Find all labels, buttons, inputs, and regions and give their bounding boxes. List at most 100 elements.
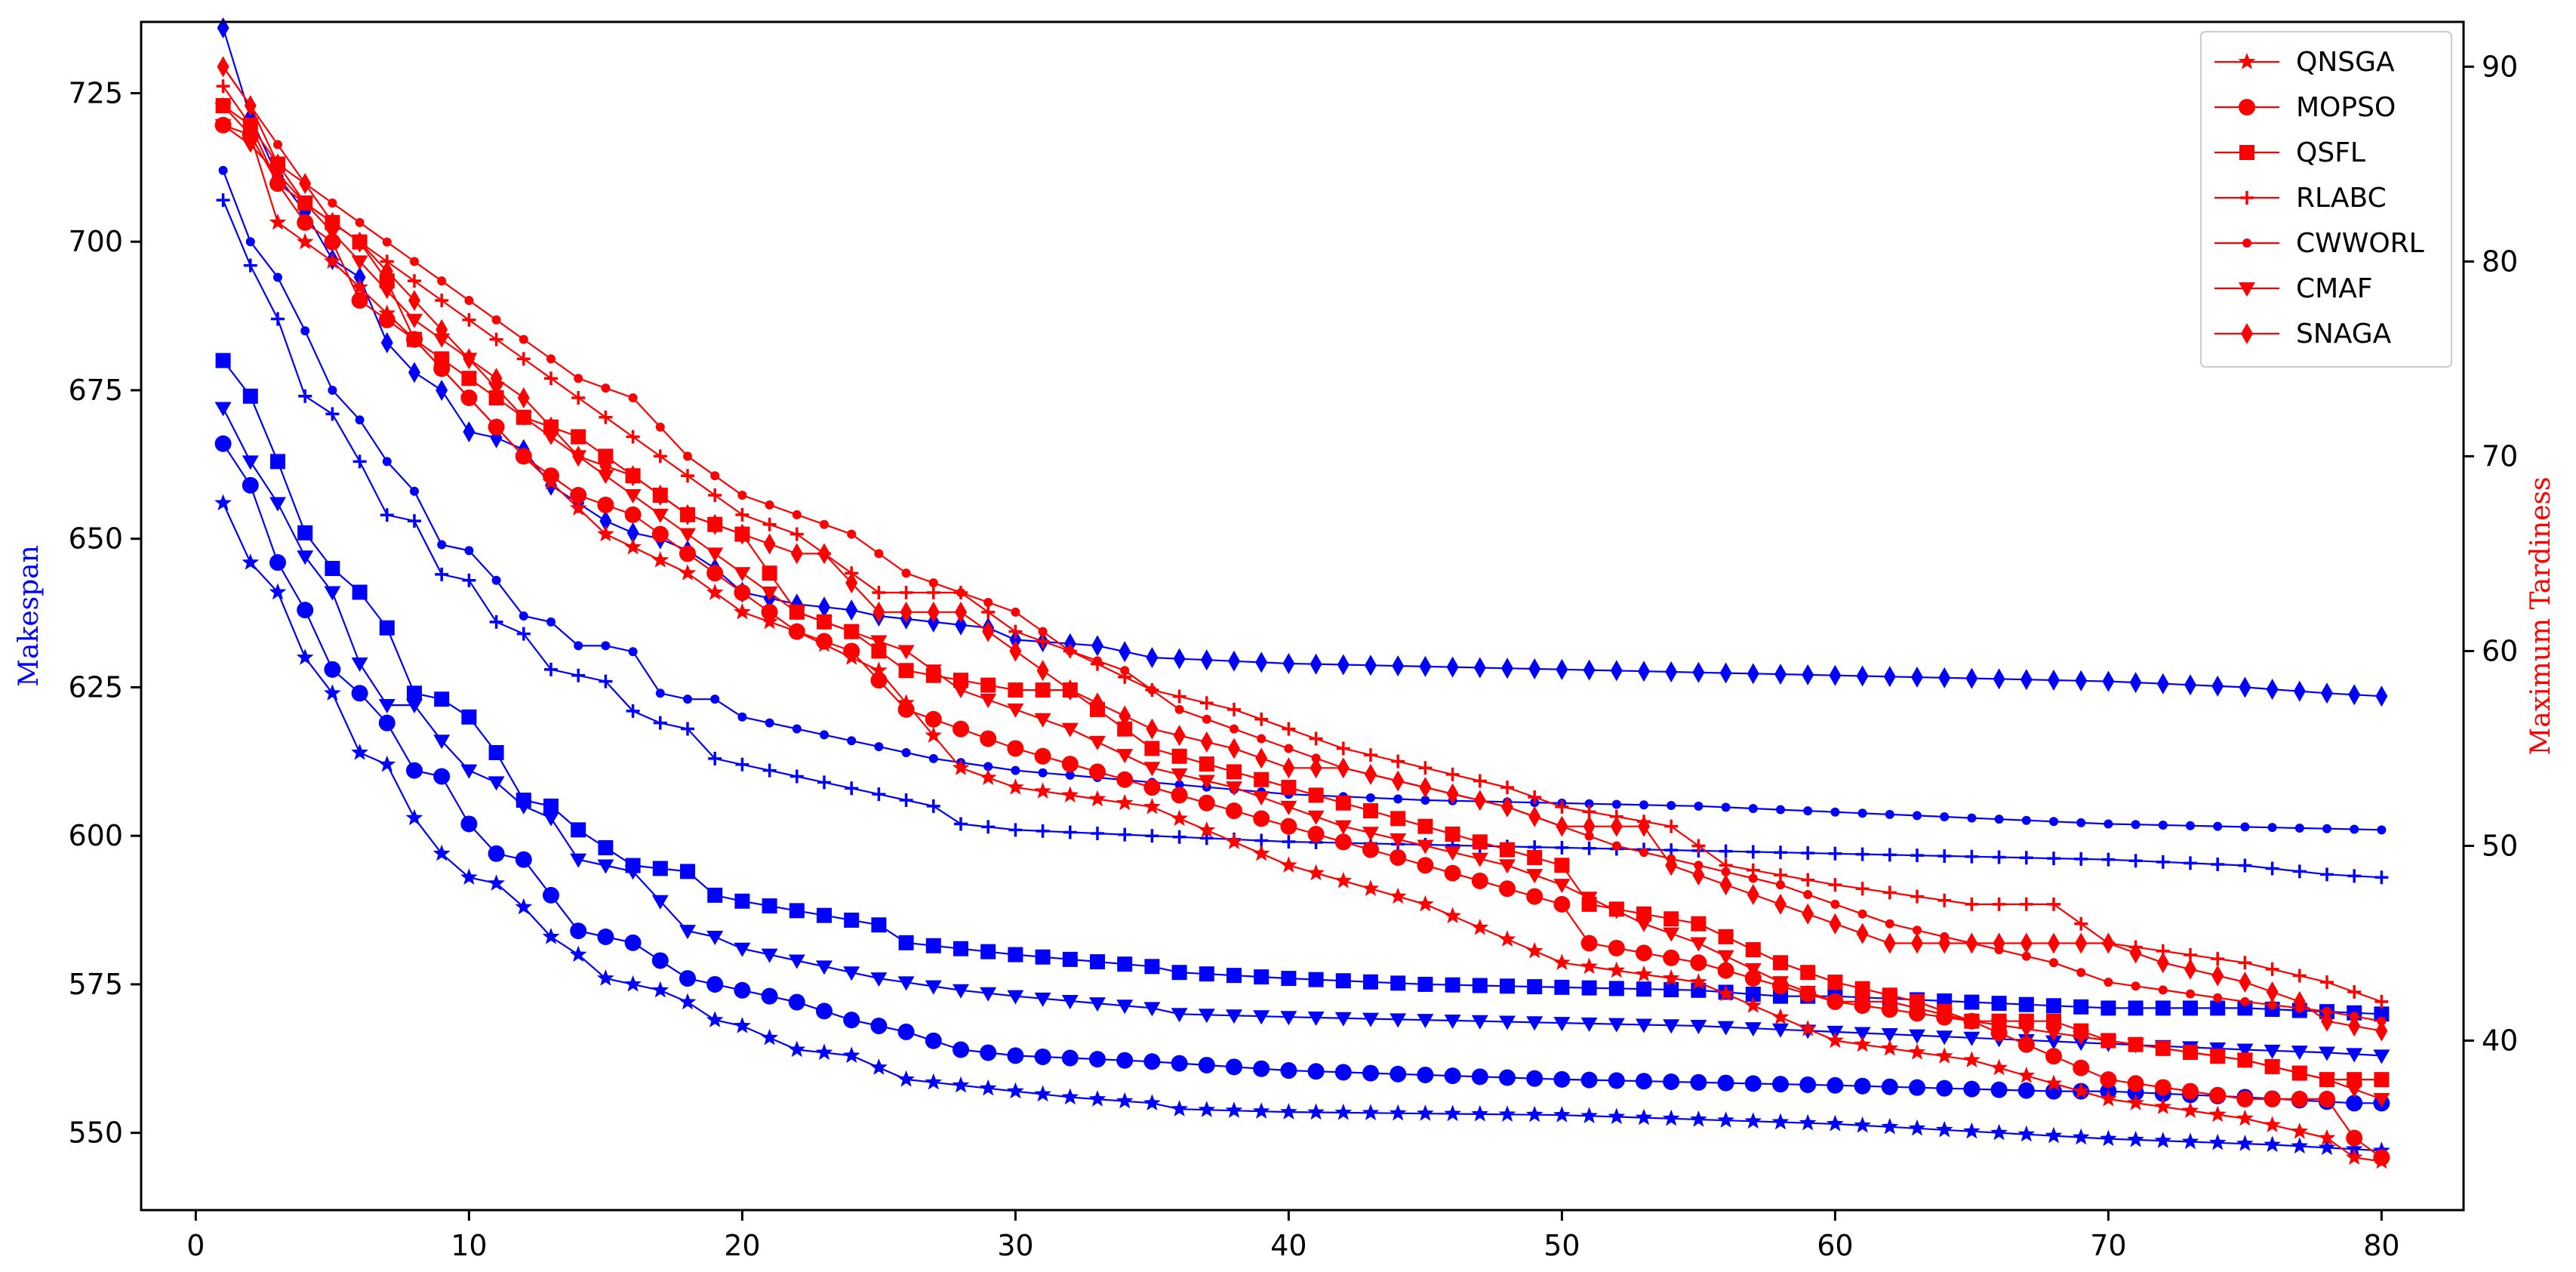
legend-marker [2241,323,2253,344]
series-snaga-makespan-point [380,331,393,353]
series-qsfl-tardiness-point [1745,942,1761,958]
series-qnsga-makespan-point [815,1043,833,1061]
series-mopso-makespan-point [734,981,751,999]
series-mopso-makespan-point [925,1032,942,1049]
series-mopso-makespan-point [433,768,451,785]
series-qsfl-makespan-point [2046,998,2061,1014]
series-rlabc-tardiness-point [1391,754,1405,768]
series-mopso-makespan-point [214,435,232,452]
series-rlabc-makespan-point [2265,861,2279,876]
series-mopso-tardiness-point [1526,888,1543,905]
series-cwworl-tardiness-point [382,237,392,247]
series-qnsga-makespan-point [1908,1119,1926,1136]
series-mopso-makespan-point [1526,1070,1543,1087]
series-qnsga-makespan-point [651,981,669,998]
series-qsfl-makespan-point [215,353,231,368]
series-mopso-tardiness-point [1744,969,1762,987]
series-cwworl-tardiness-point [1147,685,1157,695]
series-rlabc-tardiness-point [1691,839,1706,853]
series-qsfl-tardiness-point [1417,818,1433,834]
series-rlabc-makespan-point [954,817,968,831]
series-qnsga-makespan-point [2318,1138,2336,1156]
series-rlabc-makespan-point [2347,869,2362,883]
series-mopso-tardiness-point [1116,771,1134,788]
series-qsfl-tardiness-point [1390,811,1406,827]
series-qnsga-makespan-point [1280,1103,1297,1120]
series-snaga-tardiness-point [1392,770,1405,792]
series-qsfl-makespan-point [844,912,860,928]
series-cmaf-makespan-point [1526,1016,1543,1031]
series-cwworl-makespan-point [901,748,911,758]
series-cmaf-tardiness-point [1990,1018,2008,1033]
series-cmaf-makespan-point [597,859,614,874]
series-qnsga-makespan-point [706,1011,724,1027]
series-qsfl-makespan-point [953,941,968,956]
series-qnsga-tardiness-point [1990,1058,2008,1076]
series-qnsga-tardiness-point [870,661,888,678]
series-cwworl-tardiness-point [2021,951,2031,961]
series-cmaf-makespan-point [788,954,805,969]
series-snaga-makespan-point [1228,650,1240,672]
legend-entry-cmaf: CMAF [2214,273,2373,304]
series-mopso-makespan-point [1253,1060,1270,1077]
series-mopso-makespan-point [1854,1077,1871,1095]
series-snaga-tardiness-point [900,601,913,623]
series-qnsga-makespan-point [925,1073,943,1090]
series-cmaf-makespan-point [1881,1028,1898,1043]
series-qsfl-makespan-point [242,388,258,404]
series-mopso-makespan-point [1690,1073,1707,1091]
series-cwworl-makespan-point [2240,822,2250,832]
series-cwworl-makespan-line [222,170,2382,831]
series-cwworl-makespan-point [2267,823,2277,833]
series-qsfl-tardiness-point [1773,955,1788,971]
series-qnsga-makespan-point [2127,1130,2144,1147]
series-snaga-makespan-point [353,266,366,288]
series-qsfl-tardiness-point [215,97,231,113]
series-rlabc-makespan-point [2156,855,2170,869]
series-cwworl-makespan-point [820,730,829,740]
y-left-tick-label: 650 [68,522,123,556]
series-cwworl-tardiness-point [1721,867,1731,876]
series-cwworl-makespan-point [1803,806,1813,816]
series-qnsga-tardiness-point [1717,984,1734,1002]
series-cmaf-tardiness-point [597,470,614,485]
series-mopso-makespan-point [953,1041,969,1058]
series-rlabc-makespan-point [626,704,640,718]
series-cwworl-makespan-point [519,611,528,621]
series-mopso-tardiness-point [2127,1075,2144,1092]
series-snaga-tardiness-point [463,348,475,370]
series-qnsga-tardiness-point [1935,1047,1953,1064]
series-snaga-makespan-point [1419,655,1432,677]
series-qnsga-tardiness-point [2017,1067,2036,1083]
series-cmaf-tardiness-point [2073,1030,2090,1046]
series-cmaf-tardiness-point [378,285,395,300]
series-snaga-tardiness-point [1993,932,2005,954]
series-snaga-makespan-point [1392,655,1405,677]
series-cwworl-tardiness-point [1639,848,1648,858]
series-mopso-makespan-point [1307,1063,1325,1080]
series-cmaf-tardiness-point [1717,950,1734,965]
series-mopso-makespan-point [351,685,368,702]
series-cmaf-makespan-point [1580,1017,1598,1032]
series-rlabc-tardiness-point [408,274,421,288]
series-rlabc-makespan-point [653,716,667,730]
series-cmaf-tardiness-point [679,528,696,543]
series-cwworl-makespan-point [765,718,774,728]
series-snaga-tardiness-point [1911,932,1923,954]
series-qsfl-makespan-point [871,917,887,933]
series-qnsga-makespan-point [979,1079,997,1096]
series-cwworl-makespan-point [574,641,583,651]
series-mopso-tardiness-point [870,672,888,689]
series-snaga-tardiness-point [1501,796,1513,818]
series-qsfl-makespan-point [734,893,750,909]
series-qsfl-makespan-point [1636,981,1651,997]
series-qnsga-tardiness-point [706,584,724,600]
series-qsfl-makespan-point [1581,980,1597,996]
series-cmaf-makespan-point [2319,1046,2335,1061]
series-snaga-makespan-point [2375,685,2388,707]
series-qnsga-makespan-point [1143,1094,1161,1110]
series-qnsga-tardiness-point [2345,1148,2363,1165]
series-rlabc-makespan-point [1774,845,1787,860]
series-qnsga-tardiness-point [1827,1031,1844,1049]
series-qsfl-makespan-point [2237,1000,2253,1016]
